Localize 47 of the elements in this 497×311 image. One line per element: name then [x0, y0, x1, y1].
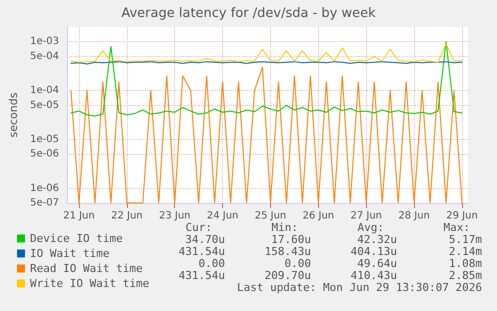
- legend-label: Read IO Wait time: [30, 262, 143, 275]
- x-tick-label: 22 Jun: [111, 210, 143, 222]
- text: 0.00: [284, 257, 311, 270]
- x-tick-label: 28 Jun: [398, 210, 430, 222]
- text: 17.60u: [271, 233, 311, 246]
- chart-title: Average latency for /dev/sda - by week: [121, 6, 376, 21]
- line-series: [70, 41, 463, 117]
- text: 42.32u: [357, 233, 397, 246]
- y-tick-label: 5e-07: [30, 198, 59, 208]
- x-tick-label: 27 Jun: [350, 210, 382, 222]
- text: 34.70u: [185, 233, 225, 246]
- x-tick-label: 25 Jun: [254, 210, 286, 222]
- legend-label: IO Wait time: [30, 247, 110, 260]
- text: 404.13u: [350, 245, 397, 258]
- text: Cur:: [186, 221, 212, 234]
- y-tick-label: 5e-06: [30, 148, 59, 160]
- line-series: [70, 66, 463, 204]
- x-tick-label: 24 Jun: [206, 210, 238, 222]
- text: 410.43u: [350, 269, 397, 282]
- y-axis-title: seconds: [7, 92, 20, 138]
- y-tick-label: 1e-04: [30, 85, 59, 96]
- text: 2.14m: [448, 245, 482, 258]
- text: Min:: [272, 221, 298, 234]
- text: 5.17m: [448, 233, 482, 246]
- y-tick-label: 1e-03: [30, 36, 59, 48]
- line-series: [70, 43, 463, 63]
- x-tick-label: 21 Jun: [63, 210, 95, 222]
- text: 209.70u: [264, 269, 311, 282]
- y-tick-label: 5e-04: [30, 50, 59, 62]
- y-tick-label: 1e-06: [30, 182, 59, 194]
- legend-label: Device IO time: [30, 232, 123, 245]
- x-tick-label: 26 Jun: [302, 210, 334, 222]
- text: 0.00: [198, 257, 225, 270]
- text: Max:: [444, 221, 470, 234]
- x-tick-label: 29 Jun: [446, 210, 478, 222]
- y-tick-label: 1e-05: [30, 134, 59, 145]
- text: 49.64u: [357, 257, 397, 270]
- x-tick-label: 23 Jun: [158, 210, 190, 222]
- text: 431.54u: [178, 269, 225, 282]
- legend-label: Write IO Wait time: [30, 277, 150, 290]
- text: 2.85m: [448, 269, 482, 282]
- text: 431.54u: [178, 245, 225, 258]
- text: Last update: Mon Jun 29 13:30:07 2026: [236, 281, 482, 294]
- text: Avg:: [358, 221, 384, 234]
- text: 1.08m: [448, 257, 482, 270]
- y-tick-label: 5e-05: [30, 100, 59, 111]
- text: 158.43u: [264, 245, 311, 258]
